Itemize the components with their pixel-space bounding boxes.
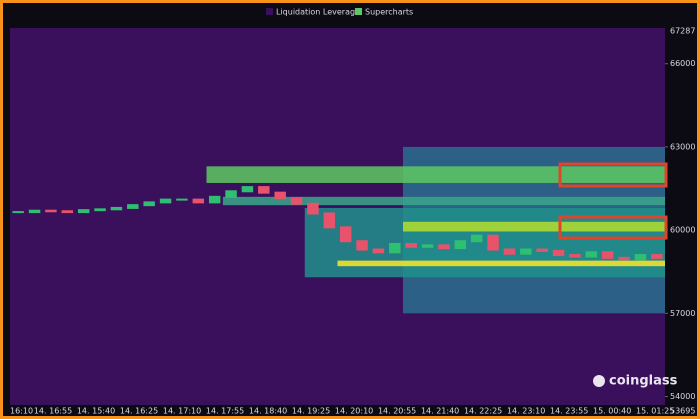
- candles: [12, 186, 663, 261]
- candle: [127, 204, 139, 209]
- candle: [274, 191, 286, 200]
- x-tick-label: 14. 16:55: [34, 407, 72, 416]
- x-tick-label: 14. 17:55: [206, 407, 244, 416]
- candle: [503, 248, 516, 255]
- legend-swatch: [355, 8, 362, 15]
- candle: [520, 248, 532, 255]
- candle: [389, 242, 401, 254]
- y-axis-min: 53695: [670, 407, 695, 416]
- candle: [307, 202, 319, 215]
- candle: [585, 251, 598, 258]
- y-axis-max: 67287: [670, 27, 695, 36]
- x-tick-label: 14. 20:55: [378, 407, 416, 416]
- candle: [241, 186, 254, 193]
- candle: [77, 209, 90, 214]
- x-tick-label: 14. 15:40: [77, 407, 115, 416]
- candle: [323, 212, 336, 229]
- candle: [356, 240, 368, 251]
- x-tick-label: 14. 19:25: [292, 407, 330, 416]
- logo-icon: [593, 375, 605, 387]
- x-tick-label: 14. 16:25: [120, 407, 158, 416]
- candle: [634, 254, 647, 261]
- watermark: coinglass: [609, 374, 678, 389]
- x-tick-label: 16:10: [10, 407, 33, 416]
- x-tick-label: 14. 18:40: [249, 407, 287, 416]
- candle: [454, 240, 467, 250]
- candle: [225, 190, 237, 198]
- candle: [61, 210, 74, 214]
- y-tick-label: 54000: [670, 392, 695, 401]
- x-tick-label: 14. 22:25: [464, 407, 502, 416]
- candle: [569, 254, 581, 258]
- x-tick-label: 15. 00:40: [593, 407, 631, 416]
- y-tick-label: 57000: [670, 309, 695, 318]
- candle: [651, 254, 663, 259]
- bands: [206, 146, 665, 314]
- heat-band: [222, 196, 665, 206]
- candle: [470, 234, 483, 243]
- candle: [487, 234, 499, 251]
- candle: [110, 206, 123, 211]
- x-tick-label: 14. 20:10: [335, 407, 373, 416]
- x-tick-label: 14. 17:10: [163, 407, 201, 416]
- candle: [12, 211, 24, 214]
- candle: [536, 248, 548, 252]
- candle: [372, 248, 385, 254]
- candle: [176, 198, 188, 201]
- candle: [421, 244, 434, 248]
- heat-band: [403, 221, 665, 232]
- highlight-box: [558, 162, 668, 188]
- candle: [94, 208, 106, 212]
- candle: [339, 226, 352, 243]
- candle: [28, 209, 41, 214]
- y-tick-label: 60000: [670, 226, 695, 235]
- legend-label: Supercharts: [365, 8, 413, 17]
- x-tick-label: 14. 23:55: [550, 407, 588, 416]
- candle: [159, 198, 172, 204]
- candle: [192, 198, 205, 204]
- candle: [290, 197, 303, 205]
- candle: [45, 209, 57, 213]
- x-tick-label: 15. 01:25: [636, 407, 674, 416]
- y-tick-label: 66000: [670, 59, 695, 68]
- legend-label: Liquidation Leverage: [276, 8, 360, 17]
- candle: [405, 242, 417, 248]
- candle: [552, 249, 565, 257]
- x-tick-label: 14. 23:10: [507, 407, 545, 416]
- candle: [258, 186, 270, 194]
- candle: [143, 201, 155, 207]
- y-tick-label: 63000: [670, 142, 695, 151]
- heat-band: [337, 260, 665, 267]
- highlight-box: [558, 215, 668, 240]
- x-tick-label: 14. 21:40: [421, 407, 459, 416]
- legend-swatch: [266, 8, 273, 15]
- candle: [438, 244, 450, 250]
- candle: [618, 256, 630, 261]
- heat-band: [206, 166, 665, 183]
- candle: [208, 195, 221, 204]
- candle: [601, 251, 614, 259]
